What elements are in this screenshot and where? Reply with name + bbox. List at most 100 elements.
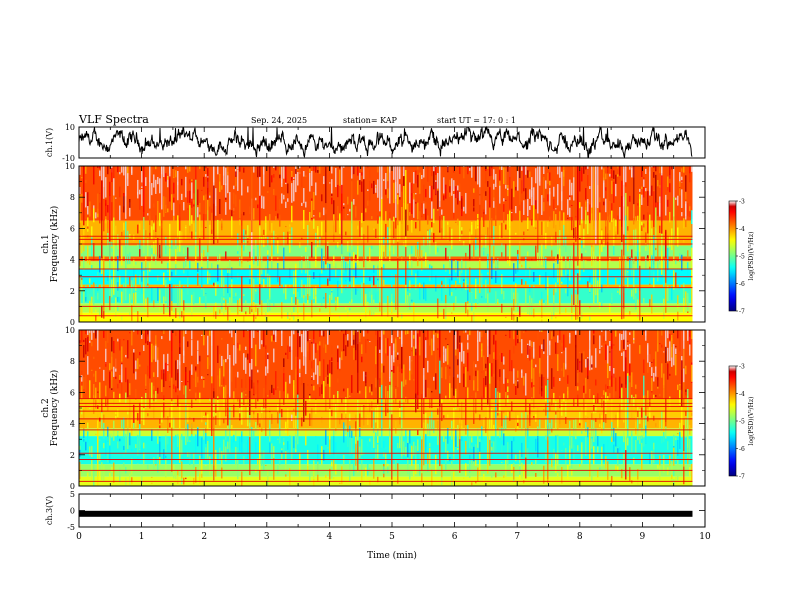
ch2-spectrogram-cell <box>103 331 105 338</box>
ch1-spectrogram-cell <box>623 255 625 287</box>
ch2-spectrogram-cell <box>603 390 605 396</box>
ch2-spectrogram-cell <box>359 390 361 394</box>
ch2-spectrogram-cell <box>215 458 217 470</box>
ch1-spectrogram-cell <box>475 236 477 251</box>
ch1-spectrogram-cell <box>683 282 685 298</box>
ch2-spectrogram-cell <box>451 468 453 486</box>
ch1-spectrogram-cell <box>501 222 503 238</box>
ch1-spectrogram-cell <box>153 300 155 308</box>
ch1-spectrogram-cell <box>167 175 169 188</box>
ch2-spectrogram-cell <box>471 445 473 450</box>
ch1-spectrogram-cell <box>417 202 419 220</box>
ch2-spectrogram-cell <box>439 401 441 467</box>
ch1-spectrogram-cell <box>527 251 529 257</box>
ch2-spectrogram-cell <box>381 330 383 364</box>
ch2-spectrogram-cell <box>385 452 387 468</box>
ch2-spectrogram-cell <box>221 385 223 387</box>
ch1-spectrogram-cell <box>247 186 249 193</box>
ch1-spectrogram-cell <box>301 166 303 188</box>
ch1-spectrogram-cell <box>575 304 577 320</box>
ch2-spectrogram-cell <box>457 359 459 366</box>
ch2-spectrogram-cell <box>583 392 585 410</box>
ch2-spectrogram-cell <box>195 466 197 483</box>
ch2-spectrogram-cell <box>535 472 537 477</box>
ch2-spectrogram-cell <box>481 371 483 373</box>
ch1-spectrogram-cell <box>457 218 459 226</box>
ch1-spectrogram-cell <box>117 234 119 250</box>
x-tick-label: 10 <box>699 532 711 542</box>
ch1-spectrogram-cell <box>617 166 619 169</box>
ch1-spectrogram-cell <box>215 166 217 183</box>
ch1-spectrogram-cell <box>451 312 453 314</box>
ch1-spectrogram-cell <box>407 225 409 231</box>
ch2-spectrogram-cell <box>231 366 233 382</box>
ch1-spectrogram-cell <box>171 240 173 249</box>
ch2-spectrogram-cell <box>127 379 129 398</box>
ch2-spectrogram-cell <box>429 442 431 448</box>
x-tick-label: 7 <box>514 532 520 542</box>
ch1-spectrogram-cell <box>259 176 261 196</box>
ch2-spectrogram-cell <box>667 365 669 368</box>
ch2-spectrogram-cell <box>491 446 493 451</box>
ch1-spectrogram-cell <box>645 188 647 192</box>
ch2-spectrogram-cell <box>513 436 515 442</box>
ch1-spectrogram-cell <box>363 283 365 306</box>
ch2-spectrogram-cell <box>225 398 227 417</box>
ch2-spectrogram-cell <box>191 364 193 375</box>
ch1-spectrogram-cell <box>689 185 691 207</box>
ch2-spectrogram-cell <box>539 376 541 395</box>
ch1-spectrogram-cell <box>437 316 439 318</box>
ch1-spectrogram-cell <box>567 289 569 297</box>
ch2-spectrogram-cell <box>361 470 363 483</box>
ch1-spectrogram-cell <box>375 228 377 238</box>
ch2-spectrogram-cell <box>287 345 289 360</box>
ch2-spectrogram-cell <box>661 437 663 444</box>
ch1-spectrogram-cell <box>473 308 475 322</box>
ch1-spectrogram-ytick-label: 8 <box>70 193 75 202</box>
ch1-spectrogram-cell <box>443 308 445 319</box>
ch2-spectrogram-cell <box>429 416 431 436</box>
ch2-spectrogram-cell <box>609 379 611 387</box>
ch2-spectrogram-cell <box>499 427 501 438</box>
ch2-spectrogram-cell <box>367 463 369 476</box>
ch2-spectrogram-cell <box>445 348 447 362</box>
ch1-spectrogram-cell <box>93 208 95 223</box>
ch1-spectrogram-cell <box>267 255 269 274</box>
ch1-spectrogram-cell <box>353 166 355 175</box>
x-tick-label: 9 <box>640 532 646 542</box>
ch2-spectrogram-cell <box>451 388 453 400</box>
ch2-spectrogram-cell <box>497 359 499 380</box>
ch1-spectrogram-cell <box>129 199 131 208</box>
ch2-spectrogram-cell <box>217 345 219 364</box>
ch2-spectrogram-cell <box>591 470 593 482</box>
ch2-spectrogram-cell <box>101 397 103 405</box>
ch1-spectrogram-cell <box>509 211 511 267</box>
ch1-spectrogram-cell <box>363 234 365 268</box>
ch2-spectrogram-cell <box>605 344 607 361</box>
ch1-spectrogram-cell <box>371 183 373 189</box>
ch1-spectrogram-cell <box>123 222 125 231</box>
ch1-spectrogram-cell <box>441 219 443 240</box>
ch1-spectrogram-cell <box>483 249 485 252</box>
ch1-spectrogram-cell <box>621 240 623 253</box>
ch2-spectrogram-cell <box>221 338 223 340</box>
ch2-spectrogram-cell <box>301 334 303 353</box>
ch2-spectrogram-cell <box>577 394 579 407</box>
ch1-spectrogram-cell <box>331 291 333 293</box>
ch2-spectrogram-cell <box>621 383 623 388</box>
ch1-spectrogram-cell <box>503 198 505 202</box>
ch1-spectrogram-cell <box>489 247 491 293</box>
ch1-spectrogram-cell <box>555 224 557 243</box>
ch1-spectrogram-cell <box>137 244 139 246</box>
ch1-spectrogram-cell <box>313 191 315 210</box>
ch2-spectrogram-cell <box>125 392 127 404</box>
ch1-spectrogram-cell <box>153 216 155 223</box>
ch2-spectrogram-cell <box>107 436 109 442</box>
ch2-spectrogram-cell <box>423 330 425 376</box>
ch2-spectrogram-cell <box>599 467 601 470</box>
ch1-spectrogram-cell <box>339 315 341 319</box>
ch2-spectrogram-cell <box>175 360 177 381</box>
ch2-spectrogram-cell <box>353 347 355 360</box>
ch1-spectrogram-cell <box>487 293 489 312</box>
ch2-spectrogram-cell <box>437 459 439 461</box>
